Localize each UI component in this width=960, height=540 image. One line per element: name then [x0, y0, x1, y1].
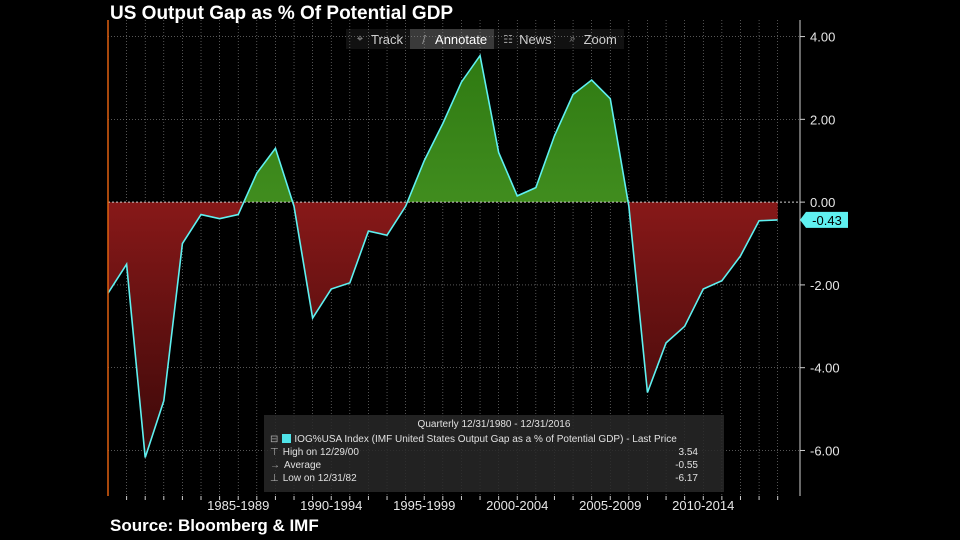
tool-news-button[interactable]: ☷ News	[494, 29, 559, 49]
legend-average-value: -0.55	[675, 460, 698, 471]
y-tick-label: -6.00	[810, 443, 840, 458]
y-axis-ticks: 4.00 2.00 0.00 -2.00 -4.00 -6.00	[800, 30, 840, 458]
y-tick-label: -2.00	[810, 278, 840, 293]
tool-annotate-button[interactable]: ∕Annotate	[410, 29, 495, 49]
legend-low-row: ⊥ Low on 12/31/82 -6.17	[270, 473, 698, 485]
positive-area	[243, 55, 629, 203]
legend-range: Quarterly 12/31/1980 - 12/31/2016	[417, 419, 571, 430]
legend-high-value: 3.54	[678, 447, 698, 458]
chart-title: US Output Gap as % Of Potential GDP	[110, 3, 454, 24]
legend-average-row: → Average -0.55	[270, 460, 698, 472]
legend-low-label: Low on 12/31/82	[282, 473, 357, 484]
series-swatch-icon	[282, 434, 292, 443]
x-tick-label: 1995-1999	[393, 498, 455, 513]
legend-box: Quarterly 12/31/1980 - 12/31/2016 ⊟ IOG%U…	[264, 415, 724, 492]
last-value-marker	[800, 211, 848, 228]
tool-label: Annotate	[435, 31, 488, 47]
chart-toolbar: ⌖Track∕Annotate☷News⌕Zoom	[346, 29, 624, 49]
y-tick-label: 0.00	[810, 195, 835, 210]
legend-low-value: -6.17	[675, 473, 698, 484]
y-tick-label: 2.00	[810, 112, 835, 127]
y-tick-label: -4.00	[810, 361, 840, 376]
crosshair-icon: ⌖	[356, 32, 364, 45]
legend-series-label: IOG%USA Index (IMF United States Output …	[294, 434, 677, 445]
x-tick-label: 2005-2009	[579, 498, 641, 513]
legend-series-row: ⊟ IOG%USA Index (IMF United States Output…	[270, 434, 698, 446]
news-icon: ☷	[503, 32, 514, 46]
last-value-label: -0.43	[812, 213, 842, 228]
series-line	[107, 53, 778, 458]
magnifier-icon: ⌕	[569, 32, 576, 45]
collapse-icon[interactable]: ⊟	[270, 434, 279, 445]
source-note: Source: Bloomberg & IMF	[110, 516, 319, 535]
y-tick-label: 4.00	[810, 30, 835, 45]
low-marker-icon: ⊥	[270, 473, 279, 484]
x-tick-label: 2000-2004	[486, 498, 548, 513]
legend-high-label: High on 12/29/00	[282, 447, 359, 458]
x-tick-label: 1985-1989	[207, 498, 269, 513]
last-price-badge: -0.43	[800, 211, 848, 228]
tool-label: News	[519, 31, 552, 47]
high-marker-icon: ⊤	[270, 447, 279, 458]
tool-zoom-button[interactable]: ⌕ Zoom	[558, 29, 624, 49]
legend-high-row: ⊤ High on 12/29/00 3.54	[270, 447, 698, 459]
legend-average-label: Average	[284, 460, 322, 471]
negative-area	[108, 202, 778, 458]
x-tick-label: 2010-2014	[672, 498, 734, 513]
average-marker-icon: →	[270, 460, 280, 471]
x-tick-label: 1990-1994	[300, 498, 362, 513]
x-axis-ticks: 1985-1989 1990-1994 1995-1999 2000-2004 2005…	[126, 496, 779, 513]
